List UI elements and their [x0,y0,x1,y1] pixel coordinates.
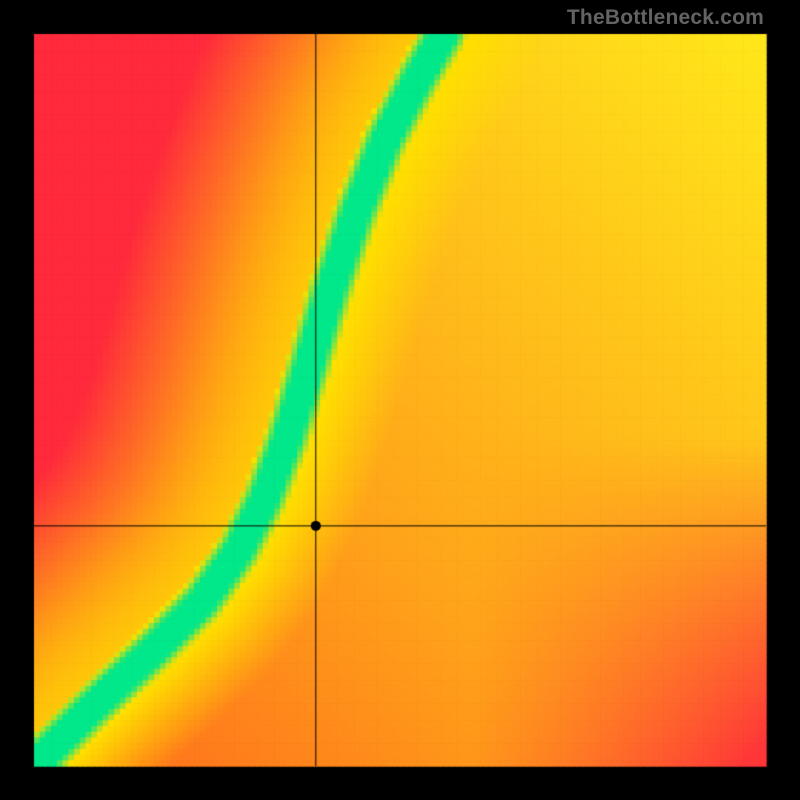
bottleneck-heatmap [0,0,800,800]
watermark-text: TheBottleneck.com [567,6,764,30]
